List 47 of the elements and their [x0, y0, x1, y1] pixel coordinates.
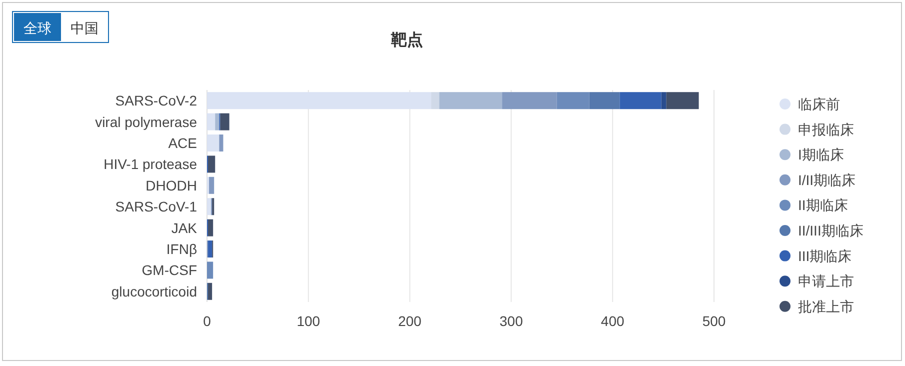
legend-label: I期临床	[798, 146, 844, 163]
y-tick-label: DHODH	[146, 177, 197, 194]
bar	[661, 92, 666, 110]
y-tick-label: SARS-CoV-1	[115, 198, 198, 215]
legend-label: I/II期临床	[798, 172, 856, 188]
bar	[207, 113, 216, 130]
x-tick-label: 0	[203, 313, 212, 329]
x-tick-label: 500	[702, 313, 726, 329]
legend-label: III期临床	[798, 248, 852, 264]
bar	[207, 134, 220, 152]
legend-label: II期临床	[798, 197, 848, 214]
bar	[439, 92, 502, 110]
bar	[207, 198, 212, 216]
bar	[220, 113, 230, 130]
y-tick-label: SARS-CoV-2	[115, 92, 198, 109]
legend-label: 临床前	[798, 96, 840, 112]
y-tick-label: JAK	[171, 220, 198, 236]
legend-label: 申请上市	[798, 273, 854, 290]
bar	[666, 92, 699, 110]
y-tick-label: HIV-1 protease	[104, 156, 198, 172]
y-tick-label: viral polymerase	[95, 114, 198, 130]
bar	[208, 219, 214, 236]
x-tick-label: 200	[398, 313, 422, 329]
y-tick-label: IFNβ	[166, 241, 197, 257]
legend-label: 批准上市	[798, 298, 854, 314]
text: 中国	[70, 20, 98, 36]
bar	[589, 92, 620, 110]
bar	[502, 92, 557, 110]
bar	[207, 262, 214, 279]
chart-title: 靶点	[390, 31, 423, 49]
bar	[219, 134, 224, 152]
x-tick-label: 100	[296, 313, 320, 329]
text: 全球	[24, 20, 52, 36]
legend-label: 申报临床	[798, 121, 854, 138]
bar	[556, 92, 590, 110]
x-tick-label: 300	[500, 313, 524, 329]
x-tick-label: 400	[600, 313, 624, 329]
y-tick-label: GM-CSF	[142, 262, 197, 278]
bar	[208, 282, 212, 300]
y-tick-label: ACE	[168, 135, 197, 151]
bar	[215, 113, 220, 130]
bar	[208, 240, 212, 258]
legend-label: II/III期临床	[798, 222, 864, 238]
bar	[209, 176, 214, 194]
y-tick-label: glucocorticoid	[111, 283, 197, 300]
bar	[620, 92, 662, 110]
bar	[208, 156, 216, 173]
